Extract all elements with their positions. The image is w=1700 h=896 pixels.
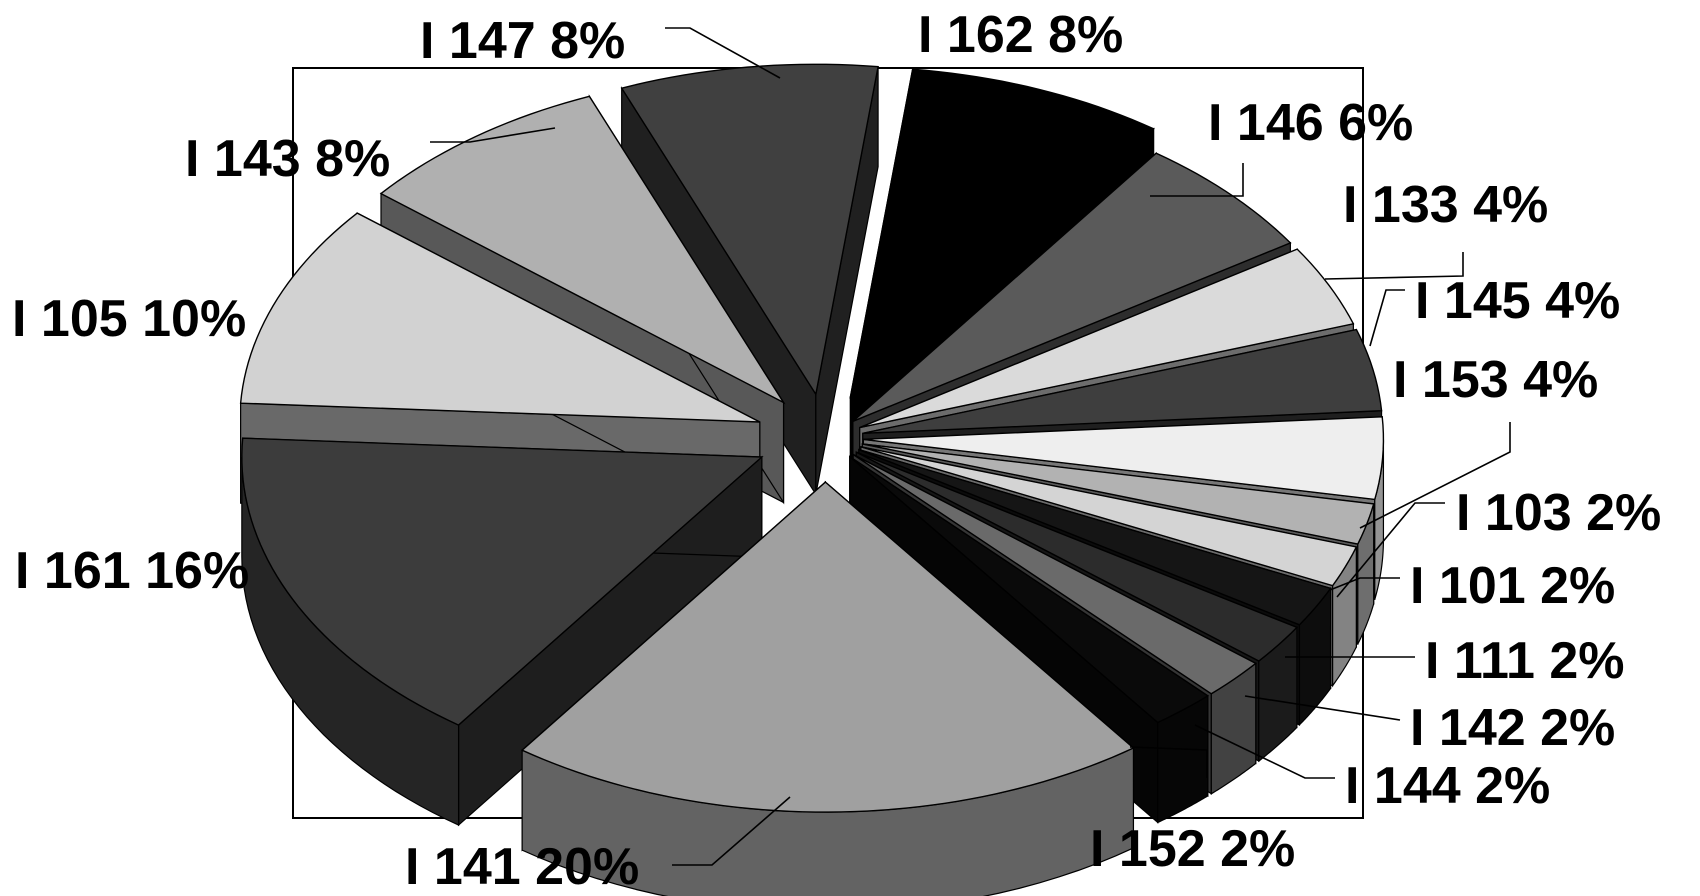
data-label-i-145: I 145 4% [1415, 272, 1620, 330]
leader-line-i-153 [1359, 422, 1511, 529]
leader-line-i-103 [1336, 502, 1445, 598]
data-label-i-153: I 153 4% [1393, 351, 1598, 409]
leader-line-i-144 [1194, 724, 1335, 779]
data-label-i-146: I 146 6% [1208, 94, 1413, 152]
slice-i-152 [849, 456, 1210, 724]
slice-i-133 [859, 248, 1355, 429]
slice-i-162 [849, 68, 1155, 399]
slice-i-143 [379, 95, 786, 405]
leader-line-i-133 [1324, 252, 1464, 280]
data-label-i-103: I 103 2% [1456, 484, 1661, 542]
data-label-i-152: I 152 2% [1090, 820, 1295, 878]
leader-lines [430, 27, 1511, 866]
data-label-i-142: I 142 2% [1410, 699, 1615, 757]
slice-i-111 [858, 448, 1332, 626]
data-label-i-105: I 105 10% [12, 290, 246, 348]
leader-line-i-146 [1150, 163, 1244, 197]
slice-i-144 [852, 453, 1258, 695]
leader-line-i-145 [1369, 289, 1405, 347]
slice-i-145 [862, 328, 1383, 435]
slice-i-101 [860, 446, 1358, 587]
data-label-i-162: I 162 8% [918, 6, 1123, 64]
slice-i-147 [620, 63, 879, 397]
data-label-i-133: I 133 4% [1343, 176, 1548, 234]
leader-line-i-143 [430, 127, 556, 143]
data-label-i-111: I 111 2% [1425, 632, 1625, 690]
slice-i-153 [863, 416, 1385, 501]
slice-labels: I 162 8% I 146 6% I 133 4% I 145 4% I 153 4%… [12, 6, 1661, 896]
data-label-i-101: I 101 2% [1410, 557, 1615, 615]
slice-i-161 [241, 437, 764, 726]
slice-i-141 [520, 481, 1135, 813]
slice-i-142 [855, 451, 1299, 662]
data-label-i-144: I 144 2% [1345, 757, 1550, 815]
data-label-i-161: I 161 16% [15, 542, 249, 600]
data-label-i-141: I 141 20% [405, 838, 639, 896]
slice-tops [239, 63, 1385, 813]
leader-line-i-141 [672, 796, 791, 866]
leader-line-i-101 [1329, 577, 1400, 591]
leader-line-i-142 [1244, 695, 1401, 721]
slice-i-146 [852, 152, 1292, 422]
leader-line-i-147 [665, 27, 781, 79]
data-label-i-143: I 143 8% [185, 130, 390, 188]
data-label-i-147: I 147 8% [420, 12, 625, 70]
leader-line-i-152 [1129, 746, 1208, 778]
slice-i-105 [239, 212, 761, 423]
